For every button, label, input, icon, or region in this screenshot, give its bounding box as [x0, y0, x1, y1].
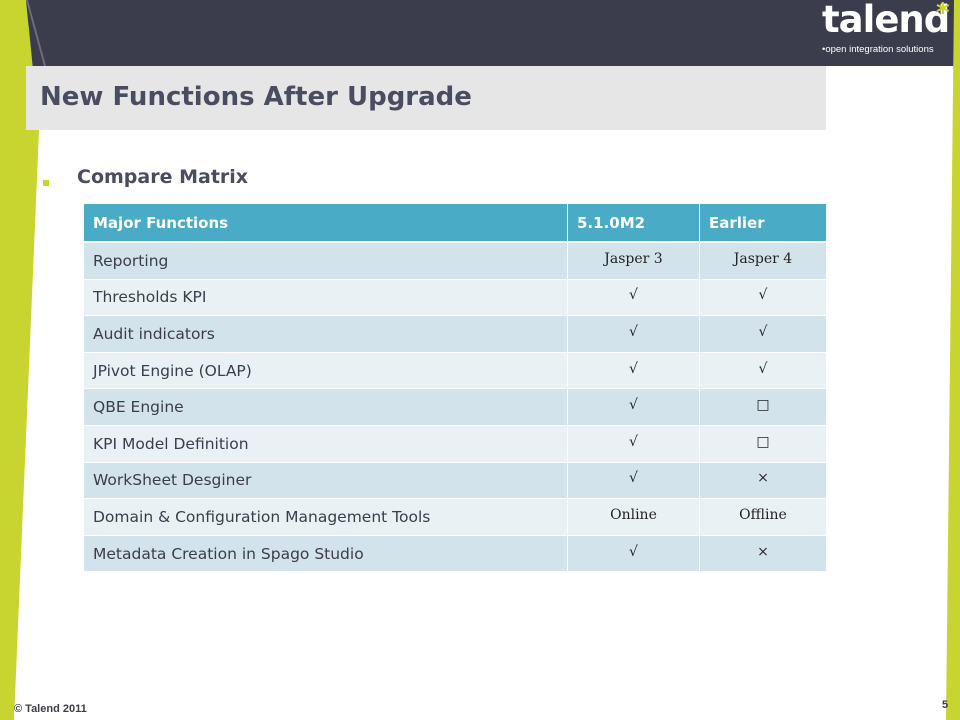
- new-version-cell: √: [568, 279, 700, 316]
- new-version-cell: √: [568, 316, 700, 352]
- function-name-cell: JPivot Engine (OLAP): [84, 352, 568, 389]
- talend-logo: talend * •open integration solutions: [822, 0, 954, 60]
- function-name-cell: WorkSheet Desginer: [84, 462, 568, 499]
- table-row: WorkSheet Desginer √ ×: [84, 462, 826, 500]
- right-accent-stripe: [946, 0, 960, 720]
- new-version-cell: √: [568, 462, 700, 499]
- earlier-version-cell: Offline: [739, 506, 787, 523]
- function-name-cell: KPI Model Definition: [84, 425, 568, 462]
- function-name-cell: Reporting: [84, 243, 568, 279]
- earlier-version-cell: ×: [757, 543, 769, 560]
- table-row: Metadata Creation in Spago Studio √ ×: [84, 535, 826, 573]
- bullet-square-icon: [43, 180, 49, 186]
- new-version-cell: √: [568, 535, 700, 572]
- table-row: Audit indicators √ √: [84, 316, 826, 353]
- logo-star-icon: *: [936, 0, 950, 28]
- compare-matrix-table: Major Functions 5.1.0M2 Earlier Reportin…: [84, 204, 826, 573]
- logo-wordmark: talend: [822, 0, 950, 41]
- earlier-version-cell: √: [758, 323, 768, 340]
- table-row: Thresholds KPI √ √: [84, 279, 826, 317]
- column-header-earlier: Earlier: [709, 213, 765, 232]
- table-header-row: Major Functions 5.1.0M2 Earlier: [84, 204, 826, 243]
- table-row: JPivot Engine (OLAP) √ √: [84, 352, 826, 390]
- earlier-version-cell: Jasper 4: [733, 250, 793, 267]
- table-row: Domain & Configuration Management Tools …: [84, 499, 826, 536]
- column-header-5-1-0m2: 5.1.0M2: [568, 204, 700, 241]
- table-row: KPI Model Definition √ □: [84, 425, 826, 463]
- earlier-version-cell: □: [756, 397, 770, 414]
- table-row: QBE Engine √ □: [84, 389, 826, 426]
- bullet-heading: Compare Matrix: [77, 166, 249, 188]
- function-name-cell: QBE Engine: [84, 389, 568, 425]
- table-row: Reporting Jasper 3 Jasper 4: [84, 243, 826, 280]
- new-version-cell: Jasper 3: [568, 243, 700, 279]
- new-version-cell: Online: [568, 499, 700, 535]
- new-version-cell: √: [568, 352, 700, 389]
- function-name-cell: Thresholds KPI: [84, 279, 568, 316]
- new-version-cell: √: [568, 389, 700, 425]
- function-name-cell: Metadata Creation in Spago Studio: [84, 535, 568, 572]
- earlier-version-cell: ×: [757, 470, 769, 487]
- earlier-version-cell: √: [758, 287, 768, 304]
- earlier-version-cell: □: [756, 433, 770, 450]
- logo-tagline: •open integration solutions: [822, 44, 934, 55]
- page-number: 5: [942, 699, 949, 711]
- header-bar: [0, 0, 960, 66]
- copyright-text: © Talend 2011: [14, 703, 87, 715]
- page-title: New Functions After Upgrade: [40, 82, 472, 112]
- footer-band: [14, 692, 946, 720]
- earlier-version-cell: √: [758, 360, 768, 377]
- function-name-cell: Domain & Configuration Management Tools: [84, 499, 568, 535]
- new-version-cell: √: [568, 425, 700, 462]
- column-header-major-functions: Major Functions: [84, 204, 568, 241]
- title-band: [26, 66, 826, 130]
- function-name-cell: Audit indicators: [84, 316, 568, 352]
